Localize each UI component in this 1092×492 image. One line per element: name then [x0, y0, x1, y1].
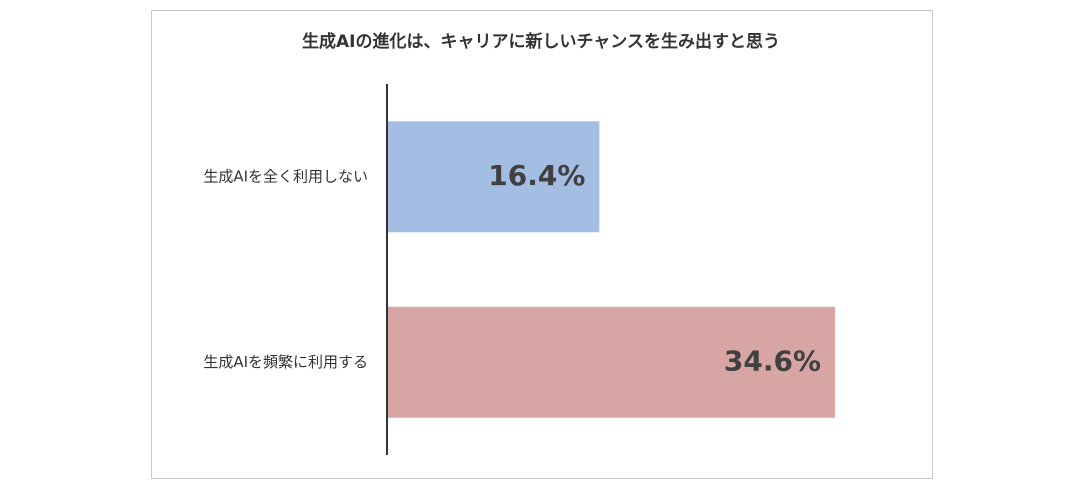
value-label: 34.6% [724, 344, 821, 377]
category-label: 生成AIを頻繁に利用する [203, 353, 368, 371]
value-label: 16.4% [488, 159, 585, 192]
bar [387, 306, 836, 418]
category-label: 生成AIを全く利用しない [203, 167, 368, 185]
bar [387, 121, 600, 233]
chart-title: 生成AIの進化は、キャリアに新しいチャンスを生み出すと思う [302, 31, 780, 52]
